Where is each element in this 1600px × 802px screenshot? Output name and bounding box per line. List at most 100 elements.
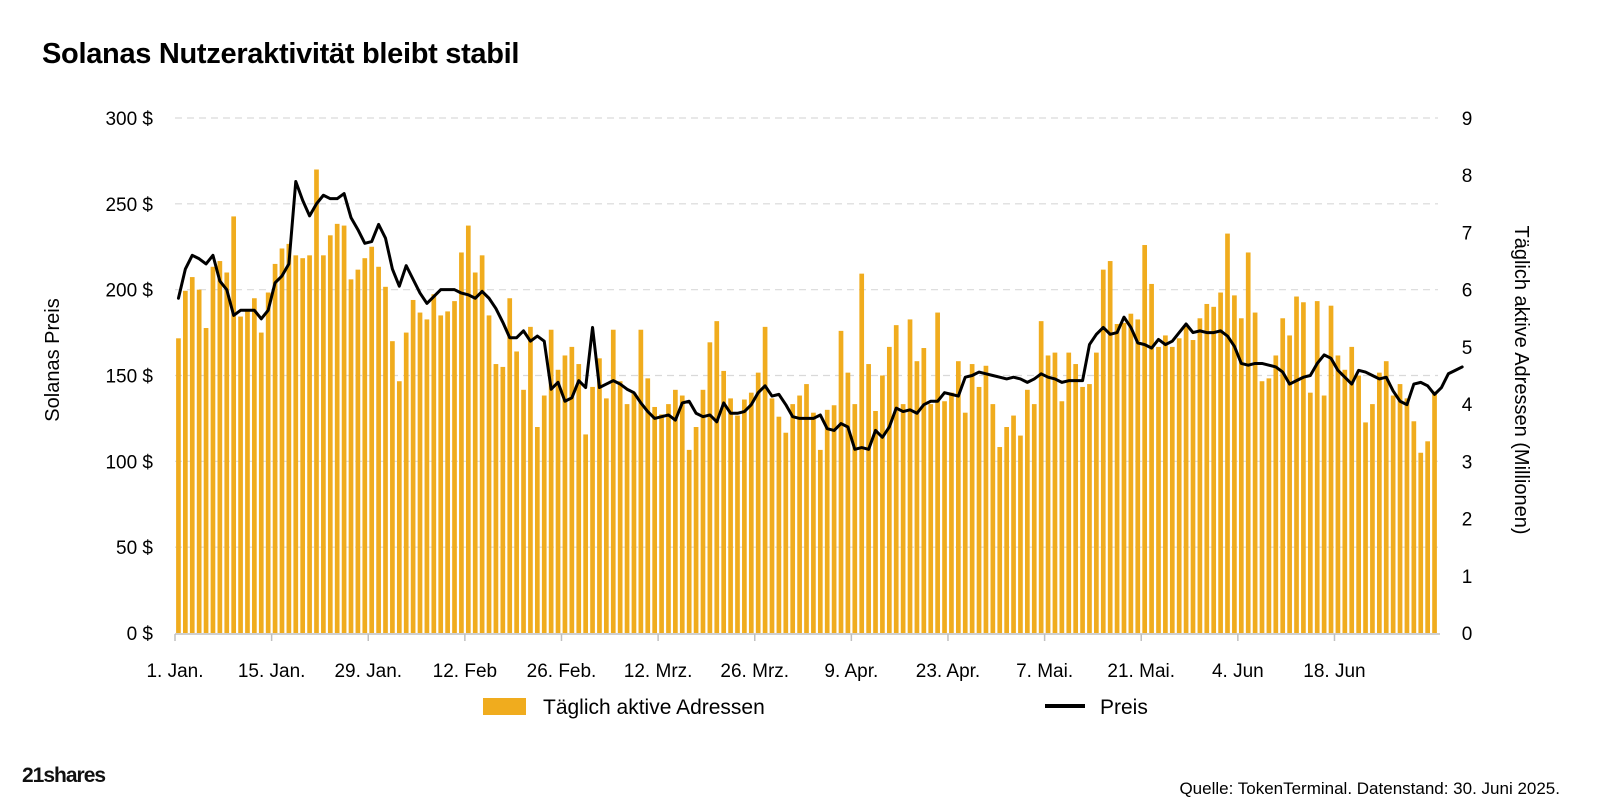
bar xyxy=(921,348,927,633)
bar xyxy=(424,319,430,633)
bar xyxy=(1197,318,1203,633)
bar xyxy=(990,404,996,633)
bar xyxy=(493,364,499,633)
bar xyxy=(769,398,775,633)
bar xyxy=(1370,404,1375,633)
bar xyxy=(679,395,685,633)
bar xyxy=(1232,295,1237,633)
x-tick-label: 9. Apr. xyxy=(824,661,878,682)
bar xyxy=(279,248,285,633)
bar xyxy=(217,261,223,633)
bar xyxy=(555,369,561,633)
bar xyxy=(1080,386,1085,633)
x-tick-label: 4. Jun xyxy=(1212,661,1264,682)
bar xyxy=(1142,245,1148,633)
bar xyxy=(403,332,409,633)
bar xyxy=(797,395,802,633)
bar xyxy=(755,372,761,633)
bar xyxy=(1183,325,1189,633)
bar xyxy=(465,225,471,633)
bar xyxy=(1107,261,1113,633)
bar xyxy=(1301,302,1306,633)
bar xyxy=(176,338,181,633)
bar xyxy=(1094,352,1099,633)
bar xyxy=(258,332,264,633)
bar xyxy=(631,392,637,633)
bar xyxy=(1432,391,1437,633)
bar xyxy=(1321,395,1327,633)
bar xyxy=(1383,361,1389,633)
bar xyxy=(728,398,733,633)
bar xyxy=(783,432,789,633)
bar xyxy=(976,386,982,633)
y2-tick-label: 3 xyxy=(1462,452,1473,473)
legend: Täglich aktive Adressen Preis xyxy=(483,696,1148,719)
x-tick-label: 18. Jun xyxy=(1303,661,1365,682)
bar xyxy=(1045,355,1051,633)
bar xyxy=(604,398,609,633)
x-tick-label: 1. Jan. xyxy=(146,661,203,682)
bar xyxy=(1342,369,1348,633)
bar xyxy=(507,298,513,633)
bar xyxy=(224,272,230,633)
bar xyxy=(1294,296,1299,633)
bar xyxy=(610,329,616,633)
y-axis-left-ticks: 0 $ 50 $ 100 $ 150 $ 200 $ 250 $ 300 $ xyxy=(105,109,153,645)
bar xyxy=(1259,381,1265,633)
bar xyxy=(286,243,292,633)
bar xyxy=(410,299,416,633)
y-axis-left-label: Solanas Preis xyxy=(42,298,64,421)
x-tick-label: 26. Feb. xyxy=(527,661,597,682)
bar xyxy=(1225,233,1230,633)
bar xyxy=(969,364,975,633)
bar xyxy=(1218,292,1223,633)
bar xyxy=(1245,252,1251,633)
y-axis-right-ticks: 0 1 2 3 4 5 6 7 8 9 xyxy=(1462,109,1473,645)
bar xyxy=(845,372,851,633)
source-note: Quelle: TokenTerminal. Datenstand: 30. J… xyxy=(1179,779,1560,798)
y2-tick-label: 2 xyxy=(1462,510,1473,531)
bar xyxy=(1356,375,1361,633)
bar xyxy=(1025,389,1030,633)
bar xyxy=(824,409,830,633)
bar xyxy=(369,246,375,633)
y2-tick-label: 5 xyxy=(1462,338,1473,359)
y-tick-label: 300 $ xyxy=(105,109,153,130)
y2-tick-label: 0 xyxy=(1462,624,1473,645)
bar xyxy=(859,273,865,633)
x-tick-label: 29. Jan. xyxy=(334,661,402,682)
x-tick-label: 7. Mai. xyxy=(1016,661,1073,682)
bar xyxy=(686,449,692,633)
bar xyxy=(390,341,395,633)
bar xyxy=(1404,398,1410,633)
bar xyxy=(748,392,754,633)
bar xyxy=(1059,401,1065,633)
bar xyxy=(355,269,361,633)
x-tick-label: 15. Jan. xyxy=(238,661,306,682)
bar xyxy=(307,255,312,633)
y-axis-right-label: Täglich aktive Adressen (Millionen) xyxy=(1510,225,1532,534)
bar xyxy=(742,399,747,633)
bar xyxy=(417,312,423,633)
bar xyxy=(1073,364,1079,633)
bar xyxy=(293,255,299,633)
y-tick-label: 0 $ xyxy=(127,624,154,645)
line-series xyxy=(176,180,1464,451)
bar xyxy=(238,316,243,633)
bar xyxy=(534,427,540,633)
y2-tick-label: 4 xyxy=(1462,395,1473,416)
bar xyxy=(1128,313,1134,633)
bar xyxy=(314,169,319,633)
bar xyxy=(445,311,450,633)
x-tick-label: 12. Mrz. xyxy=(624,661,693,682)
x-tick-label: 26. Mrz. xyxy=(720,661,789,682)
y2-tick-label: 7 xyxy=(1462,223,1473,244)
brand-logo: 21shares xyxy=(22,764,106,787)
bar xyxy=(569,346,575,633)
y-tick-label: 150 $ xyxy=(105,367,153,388)
bar xyxy=(376,266,381,633)
bar xyxy=(949,392,954,633)
bar xyxy=(700,389,706,633)
bar xyxy=(811,412,816,633)
bar xyxy=(1038,321,1044,633)
